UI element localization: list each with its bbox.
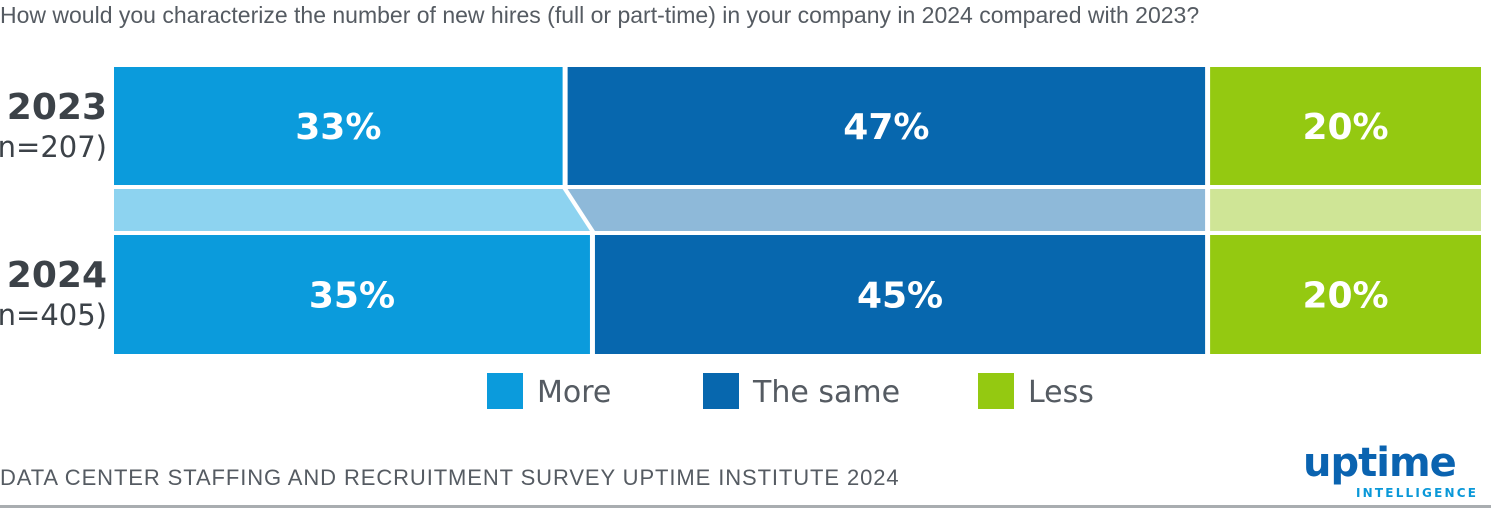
legend-swatch-less [978, 373, 1014, 409]
bar-label-2023-more: 33% [295, 107, 381, 148]
bar-label-2023-the-same: 47% [843, 107, 929, 148]
footer-source: DATA CENTER STAFFING AND RECRUITMENT SUR… [0, 465, 900, 490]
legend-swatch-the-same [703, 373, 739, 409]
legend-label-the-same: The same [753, 375, 901, 410]
bar-2024-more [114, 235, 590, 354]
bar-label-2023-less: 20% [1302, 107, 1388, 148]
category-sublabel-2023: (n=207) [0, 130, 107, 164]
bar-label-2024-more: 35% [309, 276, 395, 317]
connector-band-more [114, 189, 590, 231]
logo-subtitle: INTELLIGENCE [1356, 486, 1479, 500]
stacked-bar-chart: 33% 47% 20% 2023(n=207) 35% 45% 20% 2024(n=405) [0, 67, 1481, 354]
connector-band-less [1210, 189, 1481, 231]
category-label-2023: 2023 [7, 87, 107, 128]
bar-2023-the-same [567, 67, 1206, 185]
bar-2023-less [1210, 67, 1481, 185]
bar-label-2024-the-same: 45% [857, 276, 943, 317]
legend-swatch-more [487, 373, 523, 409]
legend-label-less: Less [1028, 375, 1094, 410]
category-label-2024: 2024 [7, 255, 107, 296]
bar-2023-more [114, 67, 563, 185]
footer-divider [0, 505, 1491, 508]
connector-band-the-same [567, 189, 1206, 231]
logo-wordmark: uptime [1303, 440, 1457, 486]
chart-title: How would you characterize the number of… [0, 2, 1200, 28]
category-sublabel-2024: (n=405) [0, 298, 107, 332]
bar-2024-the-same [594, 235, 1206, 354]
bar-label-2024-less: 20% [1302, 276, 1388, 317]
bar-2024-less [1210, 235, 1481, 354]
legend-label-more: More [537, 375, 612, 410]
